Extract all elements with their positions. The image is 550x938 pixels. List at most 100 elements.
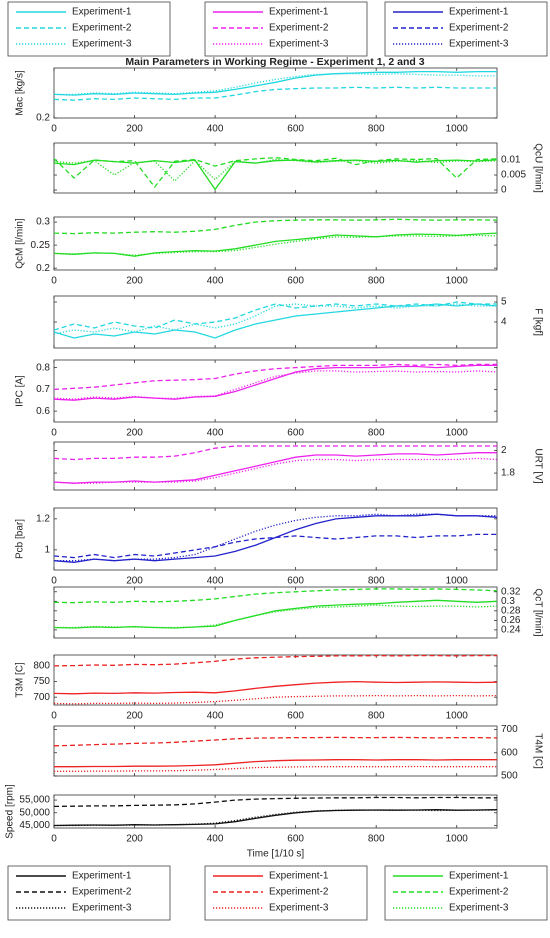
series-line [54,599,497,629]
y-tick-label: 600 [501,747,518,758]
legend-label: Experiment-3 [269,903,329,914]
y-tick-label: 50,000 [19,807,50,818]
series-line [54,765,497,772]
x-tick-label: 400 [207,276,224,287]
y-tick-label: 0.01 [501,155,521,166]
y-tick-label: 0.6 [36,406,50,417]
x-tick-label: 1000 [446,276,469,287]
y-tick-label: 1.2 [36,513,50,524]
series-line [54,158,497,182]
legend-label: Experiment-2 [72,23,132,34]
chart-title: Main Parameters in Working Regime - Expe… [125,56,424,68]
legend-label: Experiment-1 [449,7,509,18]
legend-box [204,865,368,921]
legend-label: Experiment-3 [72,903,132,914]
plot-area [53,359,498,423]
series-line [54,363,497,391]
x-tick-label: 600 [287,124,304,135]
legend-label: Experiment-2 [269,887,329,898]
x-tick-label: 1000 [446,711,469,722]
legend-label: Experiment-1 [269,871,329,882]
x-tick-label: 600 [287,276,304,287]
x-tick-label: 600 [287,576,304,587]
legend-box [384,865,548,921]
x-tick-label: 1000 [446,124,469,135]
x-tick-label: 0 [51,576,57,587]
y-tick-label: 0.7 [36,384,50,395]
series-line [54,759,497,768]
y-tick-label: 800 [33,661,50,672]
series-line [54,796,497,808]
series-line [54,301,497,331]
series-line [54,533,497,559]
x-tick-label: 600 [287,428,304,439]
series-line [54,452,497,484]
y-axis-label: QcT [l/min] [532,588,543,636]
x-tick-label: 800 [368,834,385,845]
y-tick-label: 45,000 [19,820,50,831]
series-line [54,303,497,339]
legend-box [384,1,548,57]
legend-label: Experiment-2 [449,23,509,34]
x-tick-label: 200 [126,428,143,439]
y-tick-label: 1 [44,544,50,555]
legend-box [7,865,171,921]
x-tick-label: 800 [368,711,385,722]
legend-label: Experiment-1 [449,871,509,882]
y-axis-label: QcU [l/min] [532,143,543,193]
series-line [54,809,497,827]
plot-area [53,725,498,777]
series-line [54,218,497,235]
y-tick-label: 750 [33,676,50,687]
x-tick-label: 800 [368,276,385,287]
x-tick-label: 400 [207,576,224,587]
x-tick-label: 800 [368,576,385,587]
series-line [54,73,497,96]
x-tick-label: 0 [51,276,57,287]
legend-label: Experiment-2 [449,887,509,898]
y-tick-label: 0.2 [36,263,50,274]
series-line [54,694,497,705]
series-line [54,157,497,189]
series-line [54,736,497,747]
y-axis-label: F [kgf] [532,308,543,336]
y-tick-label: 0.005 [501,170,526,181]
series-line [54,370,497,400]
plot-area [53,654,498,706]
x-tick-label: 1000 [446,834,469,845]
series-line [54,445,497,461]
x-tick-label: 800 [368,428,385,439]
x-tick-label: 200 [126,124,143,135]
x-tick-label: 200 [126,276,143,287]
legend-label: Experiment-1 [269,7,329,18]
x-tick-label: 400 [207,711,224,722]
series-line [54,232,497,257]
x-tick-label: 0 [51,124,57,135]
y-tick-label: 4 [501,317,507,328]
y-tick-label: 55,000 [19,795,50,806]
x-tick-label: 0 [51,711,57,722]
y-axis-label: Speed [rpm] [5,784,16,839]
legend-label: Experiment-3 [449,39,509,50]
y-tick-label: 0.3 [36,217,50,228]
x-tick-label: 0 [51,428,57,439]
y-tick-label: 1.8 [501,468,515,479]
y-tick-label: 0.32 [501,586,521,597]
legend-box [7,1,171,57]
x-tick-label: 600 [287,711,304,722]
y-tick-label: 700 [501,724,518,735]
legend-label: Experiment-3 [449,903,509,914]
y-tick-label: 0 [501,185,507,196]
y-tick-label: 5 [501,297,507,308]
plot-area [53,794,498,829]
plot-area [53,216,498,271]
plot-area [53,142,498,194]
x-tick-label: 400 [207,428,224,439]
y-axis-label: Pcb [bar] [15,519,26,559]
x-tick-label: 200 [126,834,143,845]
x-tick-label: 200 [126,711,143,722]
series-line [54,159,497,191]
legend-label: Experiment-3 [269,39,329,50]
legend-label: Experiment-1 [72,7,132,18]
series-line [54,588,497,604]
